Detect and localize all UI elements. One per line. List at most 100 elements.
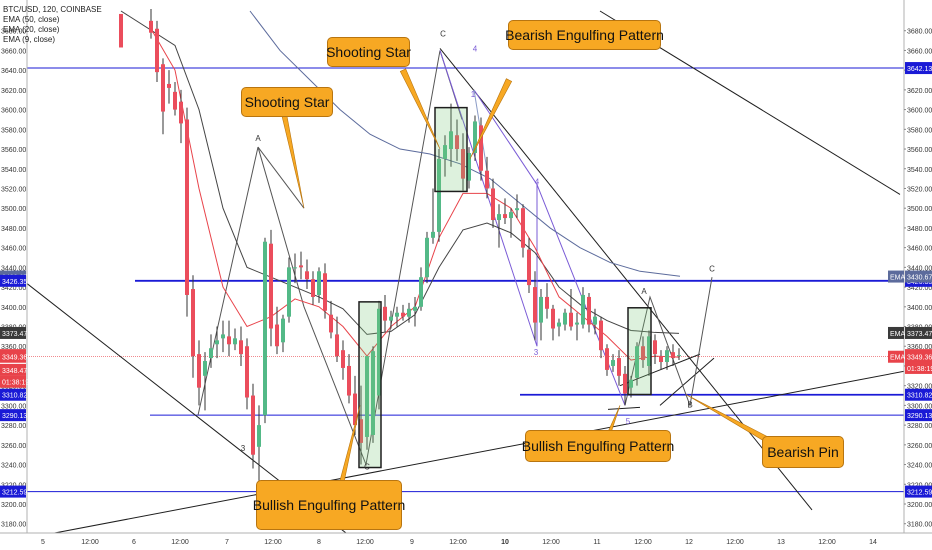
legend-symbol: BTC/USD, 120, COINBASE [3, 5, 102, 14]
y-tick-right: 3420.00 [907, 285, 932, 292]
y-tick-right: 3480.00 [907, 226, 932, 233]
candle-body [209, 348, 213, 359]
candle-body [653, 340, 657, 355]
x-tick-label: 7 [225, 539, 229, 546]
candle-body [239, 340, 243, 355]
candle-body [569, 312, 573, 327]
candle-body [419, 277, 423, 307]
candle-body [299, 265, 303, 268]
candle-body [629, 379, 633, 388]
candle-body [191, 289, 195, 357]
left-tag-text: 3373.47 [2, 331, 27, 338]
wave-label: 3 [534, 348, 539, 357]
wave-label: 5 [626, 417, 631, 426]
candle-body [647, 336, 651, 366]
y-tick-left: 3560.00 [1, 147, 26, 154]
x-tick-label: 12:00 [171, 539, 189, 546]
callout-shooting-star-left: Shooting Star [241, 87, 333, 117]
candle-body [281, 318, 285, 343]
y-tick-left: 3200.00 [1, 502, 26, 509]
wave-label: 1 [471, 90, 476, 99]
candle-body [269, 243, 273, 329]
trend-line [659, 357, 715, 406]
candle-body [377, 308, 381, 396]
level-tag-text: 3212.59 [907, 490, 932, 497]
price-tag-text: 3430.67 [907, 275, 932, 282]
left-tag-text: 3349.36 [2, 355, 27, 362]
candle-body [323, 273, 327, 311]
candle-body [485, 170, 489, 189]
trend-line [619, 353, 701, 387]
candle-body [161, 64, 165, 112]
x-tick-label: 14 [869, 539, 877, 546]
y-tick-left: 3360.00 [1, 344, 26, 351]
candle-body [497, 214, 501, 221]
price-tag-text: 3373.47 [907, 331, 932, 338]
left-tag-text: 3290.13 [2, 413, 27, 420]
x-tick-label: 13 [777, 539, 785, 546]
x-tick-label: 11 [593, 539, 600, 546]
candle-body [623, 373, 627, 394]
wave-label: A [255, 134, 261, 143]
y-tick-right: 3660.00 [907, 48, 932, 55]
candle-body [335, 334, 339, 357]
y-tick-left: 3640.00 [1, 68, 26, 75]
price-tag [905, 350, 932, 363]
callout-bullish-engulfing-right: Bullish Engulfing Pattern [522, 430, 674, 462]
candle-body [179, 101, 183, 124]
candle-body [311, 279, 315, 297]
price-ema-tag [888, 350, 904, 363]
x-tick-label: 12:00 [81, 539, 99, 546]
candle-body [431, 231, 435, 238]
x-tick-label: 12 [685, 539, 693, 546]
candle-body [503, 214, 507, 219]
wave-line [473, 89, 538, 185]
candle-body [515, 208, 519, 211]
x-tick-label: 12:00 [634, 539, 652, 546]
wave-label: C [364, 462, 370, 471]
candle-body [527, 249, 531, 286]
wave-line [439, 50, 626, 406]
candle-body [461, 149, 465, 179]
y-tick-right: 3560.00 [907, 147, 932, 154]
wave-label: B [687, 400, 692, 409]
candle-body [317, 271, 321, 295]
candle-body [389, 316, 393, 321]
pattern-box [627, 307, 652, 396]
y-tick-left: 3520.00 [1, 186, 26, 193]
wave-label: 4 [473, 44, 478, 53]
price-ema-tag-text: EMA [890, 355, 906, 362]
y-tick-left: 3420.00 [1, 285, 26, 292]
candle-body [611, 360, 615, 366]
candle-body [233, 338, 237, 345]
pattern-box [434, 106, 468, 193]
y-tick-right: 3440.00 [907, 265, 932, 272]
candle-body [119, 13, 123, 48]
time-axis: 5 12:00 6 12:00 7 12:00 8 12:00 9 12:00 10 12:00 11 1… [0, 532, 932, 550]
x-tick-label: 12:00 [449, 539, 467, 546]
callout-pointer [469, 78, 513, 160]
left-tag [0, 274, 26, 287]
left-tag-text: 3310.82 [2, 393, 27, 400]
candle-body [185, 119, 189, 295]
y-tick-right: 3180.00 [907, 522, 932, 529]
candle-body [287, 267, 291, 317]
price-ema-tag [888, 270, 904, 283]
left-tag-text: 3426.35 [2, 279, 27, 286]
y-tick-right: 3280.00 [907, 423, 932, 430]
y-tick-left: 3280.00 [1, 423, 26, 430]
candle-body [371, 351, 375, 435]
legend-ema20: EMA (20, close) [3, 25, 60, 34]
y-tick-right: 3620.00 [907, 88, 932, 95]
price-tag-text: 01:38:19 [907, 366, 932, 373]
candle-body [263, 241, 267, 416]
x-tick-label: 12:00 [542, 539, 560, 546]
y-tick-right: 3320.00 [907, 384, 932, 391]
candle-body [347, 365, 351, 396]
candle-body [353, 393, 357, 426]
candle-body [383, 306, 387, 321]
candle-body [245, 346, 249, 398]
callout-pointer [399, 68, 441, 150]
